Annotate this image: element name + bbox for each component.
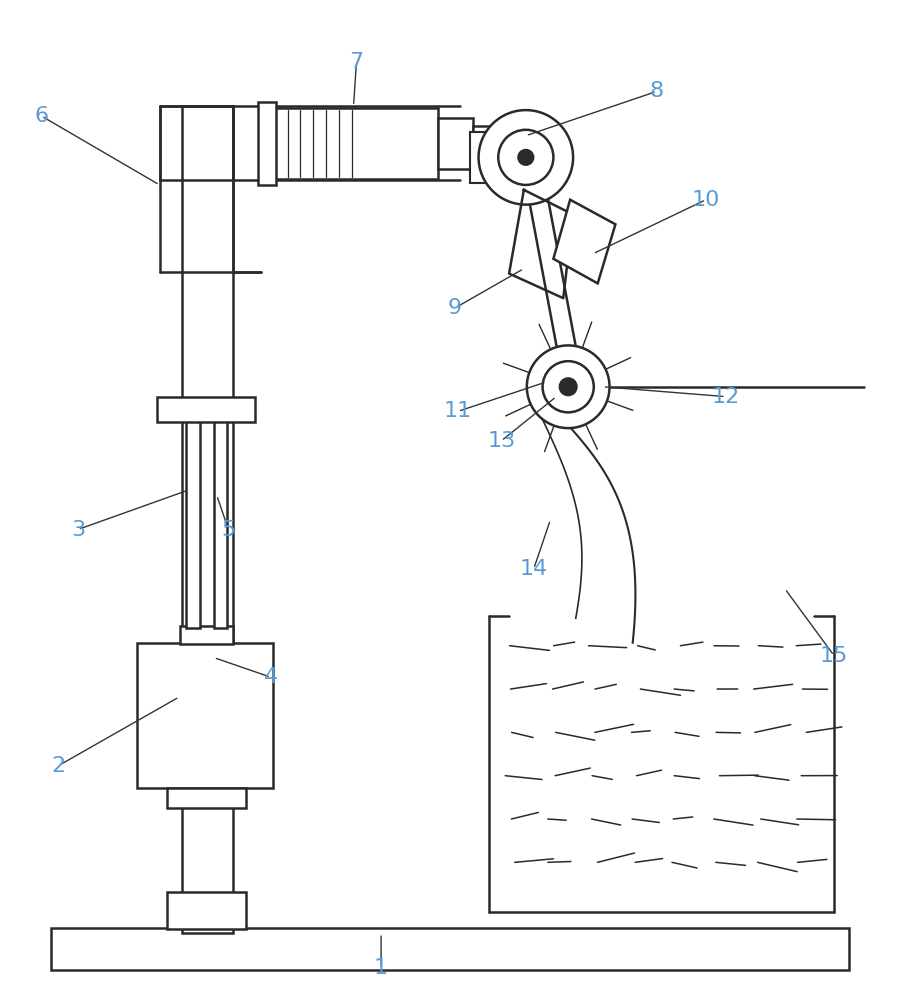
Text: 14: 14	[520, 559, 548, 579]
Bar	[258, 102, 276, 185]
Polygon shape	[554, 200, 615, 283]
Text: 11: 11	[444, 401, 472, 421]
Bar	[157, 397, 255, 422]
Text: 13: 13	[487, 431, 515, 451]
Circle shape	[498, 130, 554, 185]
Text: 7: 7	[349, 52, 364, 72]
Text: 8: 8	[649, 81, 664, 101]
Bar	[214, 421, 227, 628]
Bar	[168, 892, 246, 929]
Bar	[168, 788, 246, 808]
Text: 6: 6	[34, 106, 49, 126]
Bar	[438, 118, 473, 169]
Circle shape	[559, 378, 577, 396]
Bar	[182, 106, 234, 933]
Text: 12: 12	[712, 387, 740, 407]
Text: 5: 5	[221, 520, 235, 540]
Circle shape	[518, 149, 534, 165]
Circle shape	[527, 345, 610, 428]
Text: 10: 10	[692, 190, 720, 210]
Text: 3: 3	[70, 520, 85, 540]
Text: 15: 15	[820, 646, 848, 666]
Circle shape	[543, 361, 594, 412]
Bar	[51, 928, 849, 970]
Bar	[137, 643, 272, 788]
Text: 9: 9	[448, 298, 462, 318]
Text: 4: 4	[263, 667, 278, 687]
Text: 1: 1	[374, 958, 388, 978]
Bar	[473, 126, 501, 160]
Bar	[470, 132, 499, 183]
Bar	[186, 421, 200, 628]
Bar	[271, 108, 438, 179]
Circle shape	[479, 110, 573, 205]
Text: 2: 2	[51, 756, 65, 776]
Bar	[180, 626, 234, 644]
